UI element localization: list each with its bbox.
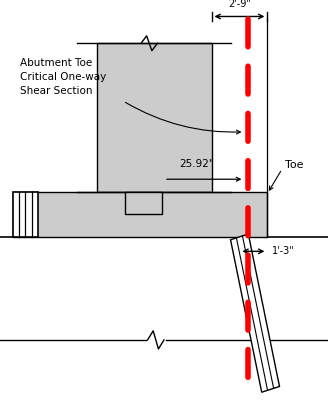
Text: 1'-3": 1'-3": [272, 246, 295, 256]
Text: Toe: Toe: [285, 160, 304, 170]
Text: 2'-9": 2'-9": [228, 0, 251, 9]
Bar: [13, 192, 38, 237]
Bar: [125, 192, 162, 214]
Bar: [13, 192, 267, 237]
Text: Abutment Toe
Critical One-way
Shear Section: Abutment Toe Critical One-way Shear Sect…: [20, 58, 106, 96]
Bar: [97, 43, 212, 192]
Polygon shape: [231, 234, 279, 392]
Text: 25.92": 25.92": [179, 159, 214, 169]
